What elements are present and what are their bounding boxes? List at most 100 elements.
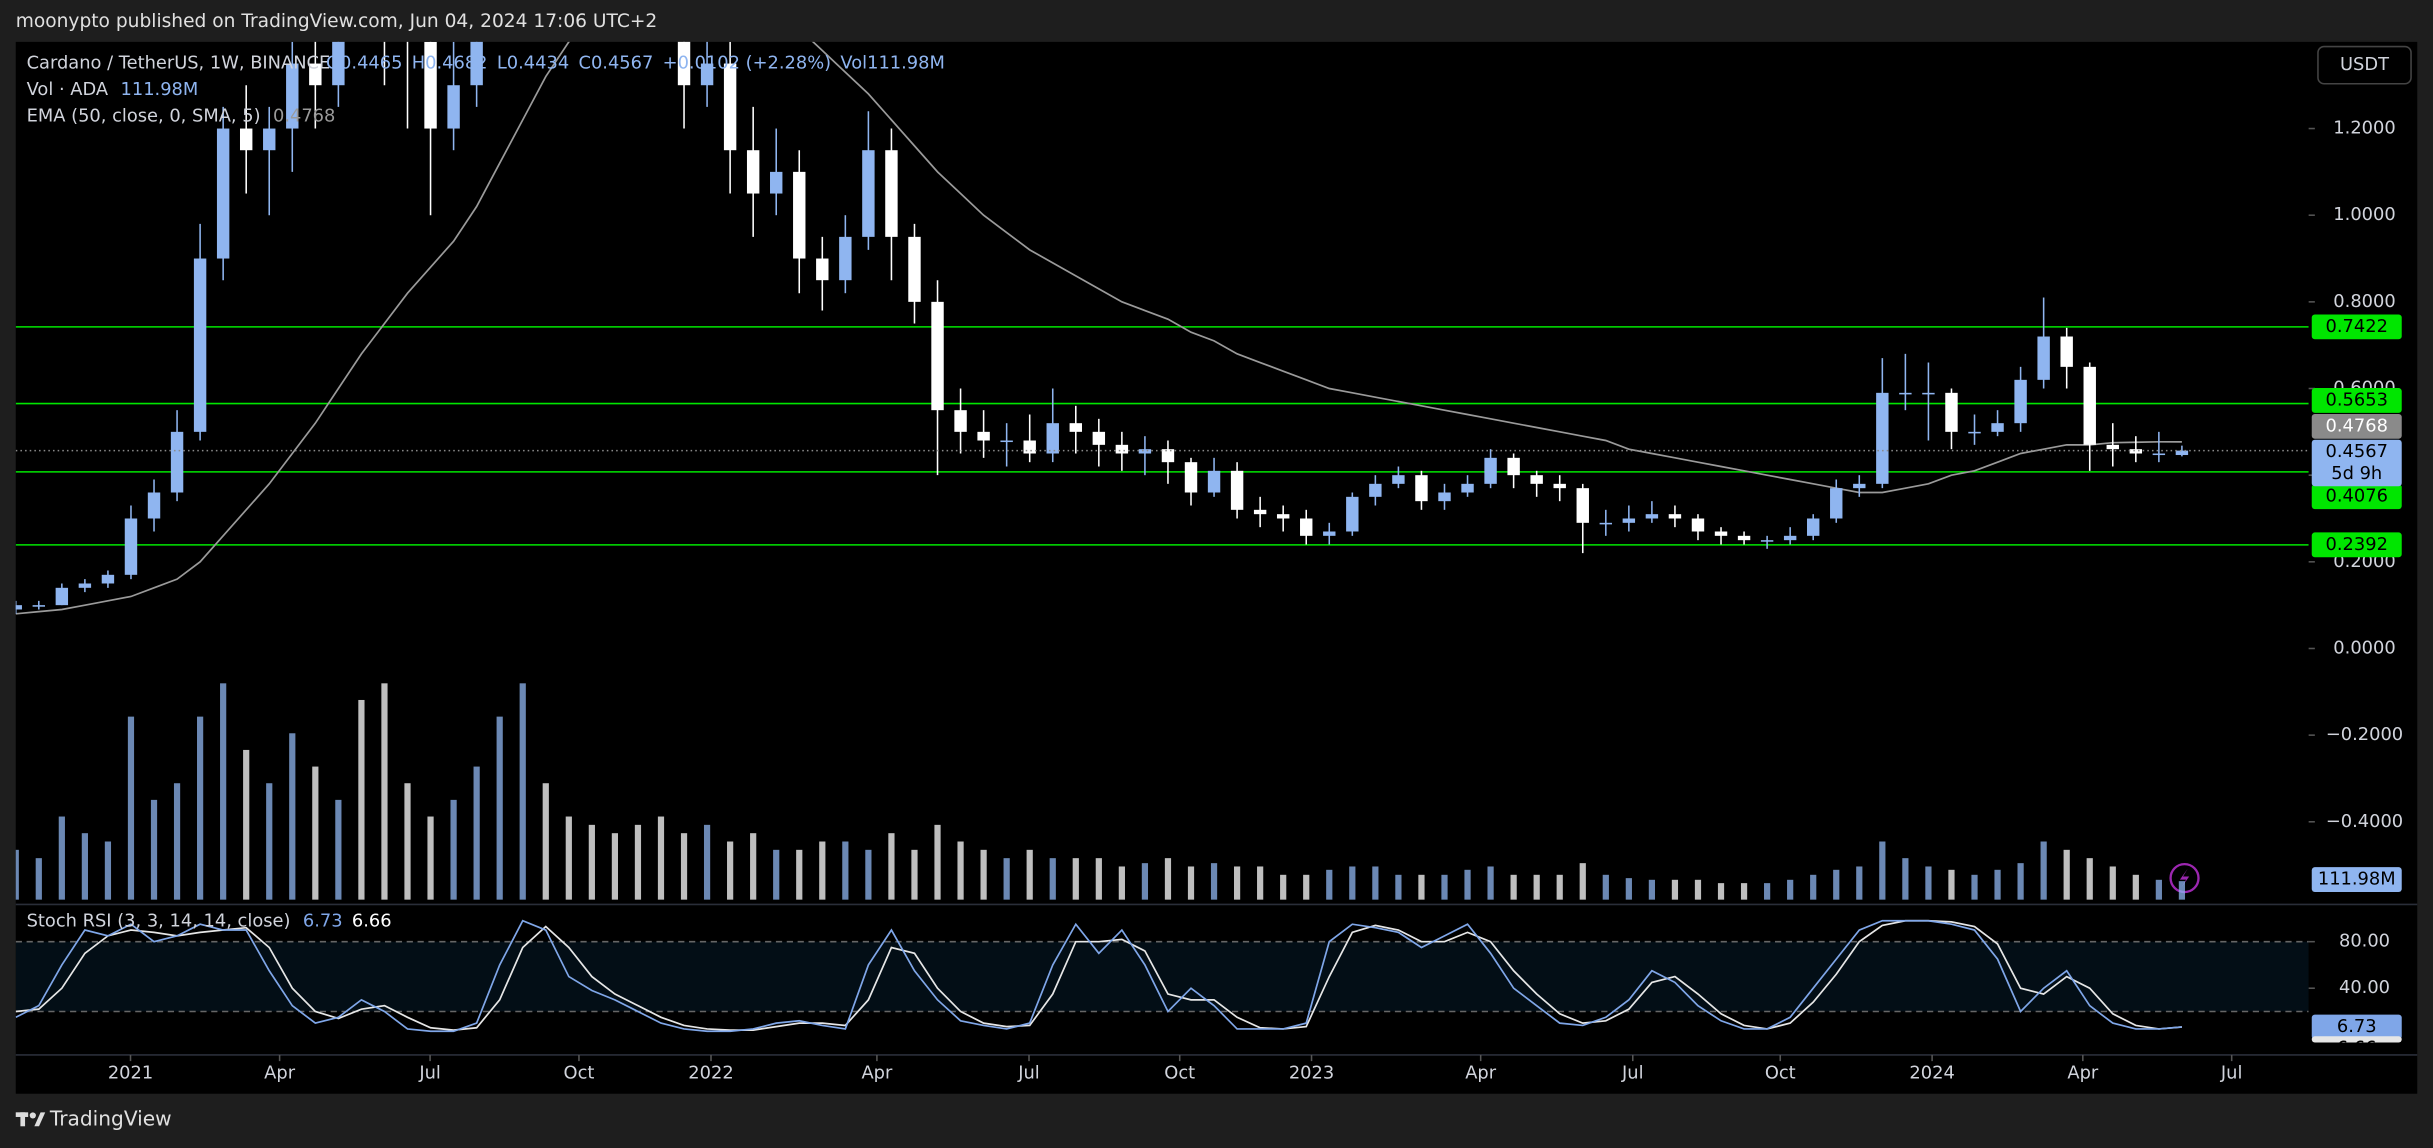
- volume-bar: [1764, 883, 1771, 900]
- candle-body: [931, 301, 944, 411]
- candle-body: [839, 236, 852, 281]
- volume-bar: [542, 783, 549, 900]
- candle-body: [1046, 423, 1059, 454]
- volume-bar: [750, 833, 757, 900]
- candle-body: [1392, 475, 1405, 484]
- currency-button[interactable]: [2317, 45, 2412, 85]
- volume-bar: [565, 816, 572, 900]
- volume-bar: [980, 849, 987, 900]
- candle-body: [1830, 488, 1843, 519]
- x-tick-label: Apr: [2067, 1063, 2099, 1084]
- volume-bar: [1602, 874, 1609, 900]
- candle-body: [677, 41, 691, 86]
- candle-body: [1737, 535, 1751, 541]
- candle-body: [2083, 366, 2096, 445]
- candle-body: [1645, 514, 1659, 519]
- volume-bar: [2063, 849, 2070, 900]
- candle-body: [78, 583, 92, 588]
- level-label: 0.2392: [2326, 534, 2388, 555]
- candle-body: [1438, 492, 1451, 502]
- volume-bar: [2040, 841, 2047, 900]
- volume-bar: [243, 749, 250, 900]
- candle-body: [1230, 470, 1244, 510]
- candle-body: [1023, 440, 1036, 454]
- candle-body: [193, 258, 207, 432]
- volume-bar: [727, 841, 734, 900]
- level-label: 0.4076: [2326, 486, 2388, 507]
- volume-bar: [1671, 879, 1679, 900]
- candle-body: [1300, 518, 1313, 536]
- brand-logo: [15, 1112, 46, 1127]
- candle-body: [1622, 518, 1636, 523]
- volume-bar: [1326, 869, 1333, 900]
- volume-bar: [2132, 874, 2139, 900]
- volume-bar: [1625, 878, 1632, 900]
- volume-bar: [1049, 858, 1056, 900]
- x-tick-label: 2024: [1909, 1063, 1954, 1084]
- volume-bar: [1694, 879, 1702, 900]
- candle-body: [424, 41, 437, 129]
- candle-body: [1922, 392, 1935, 395]
- candle-body: [1000, 440, 1013, 443]
- volume-bar: [1418, 874, 1425, 900]
- volume-bar: [473, 766, 480, 900]
- volume-bar: [1395, 874, 1402, 900]
- volume-bar: [773, 849, 780, 900]
- volume-bar: [2178, 881, 2186, 900]
- candle-body: [216, 128, 230, 259]
- candle-body: [1945, 392, 1958, 432]
- volume-bar: [1717, 883, 1725, 900]
- candle-body: [908, 236, 921, 302]
- candle-body: [170, 431, 184, 493]
- legend-ohlc: Vol111.98M: [840, 53, 944, 74]
- volume-bar: [35, 858, 42, 900]
- volume-bar: [1787, 879, 1794, 900]
- volume-bar: [1902, 858, 1909, 900]
- volume-bar: [1303, 874, 1310, 900]
- volume-bar: [1233, 866, 1241, 900]
- candle-body: [101, 574, 115, 584]
- x-tick-label: Jul: [1621, 1063, 1644, 1084]
- level-label: 0.5653: [2326, 389, 2388, 410]
- candle-body: [286, 63, 299, 129]
- candle-body: [2129, 449, 2143, 454]
- volume-bar: [888, 833, 895, 900]
- volume-bar: [173, 783, 181, 900]
- currency[interactable]: USDT: [2340, 54, 2389, 75]
- volume-label: 111.98M: [2318, 869, 2396, 890]
- x-tick-label: Jul: [1017, 1063, 1040, 1084]
- volume-bar: [1210, 863, 1218, 900]
- legend-ohlc: H0.4682: [412, 53, 488, 74]
- candle-body: [147, 492, 161, 519]
- volume-bar: [1510, 874, 1517, 900]
- candle-body: [1369, 483, 1382, 497]
- legend-stoch-d: 6.66: [352, 911, 392, 932]
- candle-body: [723, 63, 737, 151]
- candle-body: [1714, 531, 1728, 536]
- candle-body: [1783, 535, 1797, 541]
- volume-bar: [519, 683, 526, 900]
- candle-body: [124, 518, 138, 575]
- volume-bar: [957, 841, 964, 900]
- legend-ema: EMA (50, close, 0, SMA, 5): [27, 105, 261, 126]
- volume-bar: [450, 799, 457, 900]
- volume-bar: [81, 833, 88, 900]
- y-tick-label: 0.0000: [2333, 637, 2395, 658]
- x-tick-label: Oct: [564, 1063, 595, 1084]
- candle-body: [1668, 514, 1682, 519]
- legend-ema-value: 0.4768: [273, 105, 335, 126]
- legend-symbol: Cardano / TetherUS, 1W, BINANCE: [27, 53, 331, 74]
- x-tick-label: Apr: [1465, 1063, 1497, 1084]
- candle-body: [1461, 483, 1474, 493]
- volume-bar: [289, 733, 296, 900]
- chart-bg: [15, 41, 2418, 1094]
- volume-bar: [1441, 874, 1448, 900]
- candle-body: [1691, 518, 1705, 532]
- legend-ohlc: O0.4465: [326, 53, 402, 74]
- candle-body: [1599, 522, 1613, 525]
- volume-bar: [1971, 874, 1978, 900]
- overlay: 1.20001.00000.80000.60000.40000.20000.00…: [27, 53, 2404, 1084]
- candle-body: [1576, 488, 1589, 523]
- volume-bar: [1648, 879, 1655, 900]
- countdown: 5d 9h: [2331, 463, 2382, 484]
